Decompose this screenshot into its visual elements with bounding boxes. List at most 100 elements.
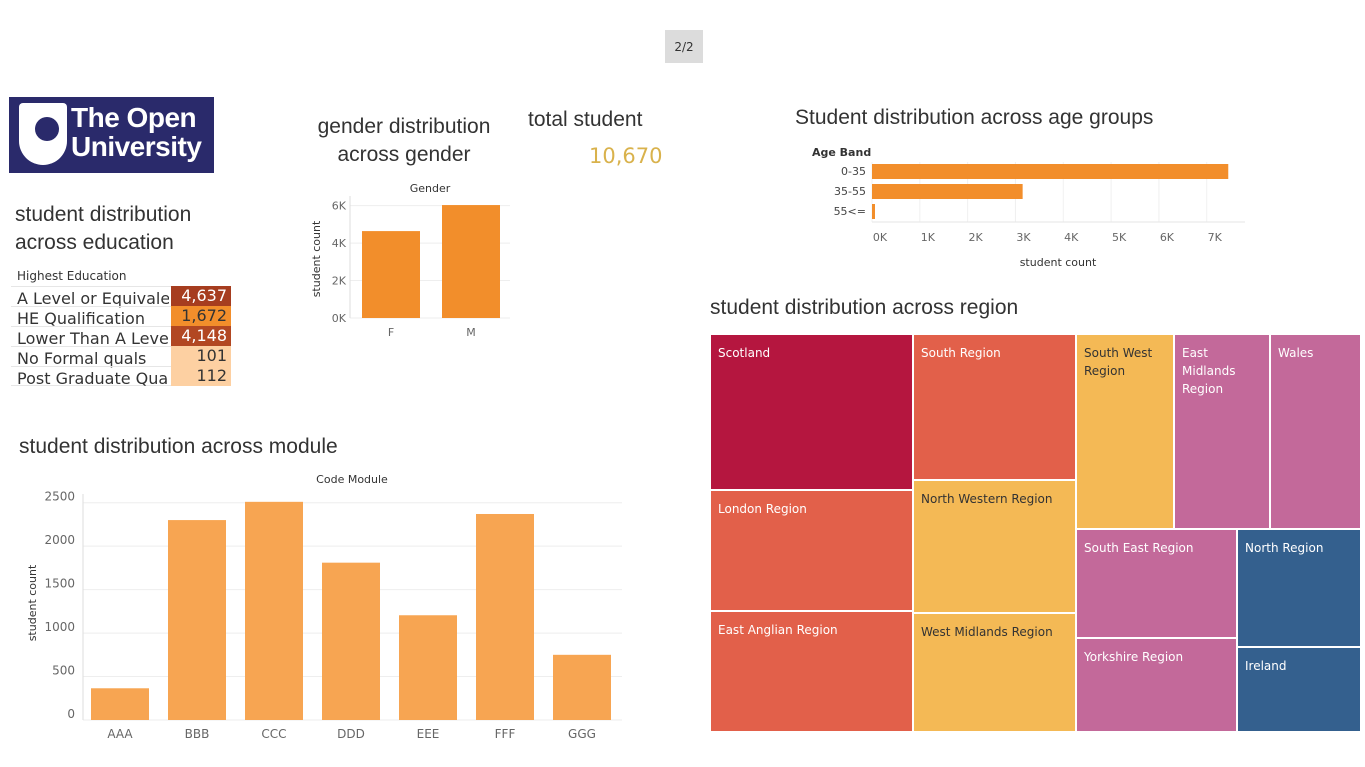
treemap-cell-label: East Anglian Region: [718, 623, 838, 637]
x-tick-label: 0K: [873, 231, 888, 244]
education-row-label: Lower Than A Level: [17, 329, 169, 348]
age-chart-title: Age Band: [812, 146, 871, 159]
y-axis-label: student count: [310, 220, 323, 297]
y-tick-label: 35-55: [834, 185, 866, 198]
module-chart-title: Code Module: [316, 473, 388, 486]
treemap-cell-label: Yorkshire Region: [1084, 650, 1184, 664]
treemap-cell-north-western-region[interactable]: North Western Region: [913, 480, 1076, 613]
logo-text: The Open University: [71, 102, 202, 162]
education-row[interactable]: A Level or Equivalent4,637: [11, 286, 231, 308]
treemap-cell-scotland[interactable]: Scotland: [710, 334, 913, 490]
region-treemap: Scotland South Region South West Region Eas…: [710, 334, 1361, 732]
treemap-cell-london-region[interactable]: London Region: [710, 490, 913, 611]
total-student-value: 10,670: [589, 144, 663, 168]
x-axis-label: student count: [1020, 256, 1097, 269]
education-row-value: 4,637: [171, 286, 231, 306]
treemap-cell-east-anglian-region[interactable]: East Anglian Region: [710, 611, 913, 732]
education-row[interactable]: Lower Than A Level 4,148: [11, 326, 231, 348]
treemap-cell-label: Ireland: [1245, 659, 1287, 673]
treemap-cell-west-midlands-region[interactable]: West Midlands Region: [913, 613, 1076, 732]
bar-AAA: [91, 688, 149, 720]
bar-GGG: [553, 654, 611, 720]
education-title: student distribution across education: [15, 203, 192, 254]
x-tick-label: GGG: [568, 727, 596, 741]
bar-55<=: [872, 204, 875, 219]
gender-title: gender distribution across gender: [317, 115, 491, 166]
y-tick-label: 0: [67, 707, 75, 721]
module-title: student distribution across module: [19, 435, 338, 458]
open-university-logo: The Open University: [9, 97, 214, 173]
treemap-cell-label: South West Region: [1084, 346, 1153, 378]
treemap-cell-label: East Midlands Region: [1182, 346, 1236, 396]
bar-0-35: [872, 164, 1229, 179]
page-indicator[interactable]: 2/2: [665, 30, 703, 63]
module-bar-chart: Code Module 0 500 1000 1500 2000 2500 student c…: [26, 473, 622, 741]
x-tick-label: 3K: [1016, 231, 1031, 244]
x-tick-label: FFF: [495, 727, 516, 741]
y-tick-label: 1500: [44, 577, 75, 591]
education-row-label: Post Graduate Qualificati..: [17, 369, 169, 388]
y-tick-label: 2K: [332, 275, 347, 288]
treemap-cell-east-midlands-region[interactable]: East Midlands Region: [1174, 334, 1270, 529]
x-tick-label: 4K: [1064, 231, 1079, 244]
total-student-label: total student: [528, 108, 643, 131]
bar-EEE: [399, 615, 457, 720]
education-row-value: 112: [171, 366, 231, 386]
y-tick-label: 1000: [44, 620, 75, 634]
education-row[interactable]: No Formal quals 101: [11, 346, 231, 368]
bar-35-55: [872, 184, 1023, 199]
x-tick-label: M: [466, 326, 476, 339]
treemap-cell-label: South East Region: [1084, 541, 1194, 555]
x-tick-label: DDD: [337, 727, 365, 741]
y-tick-label: 0-35: [841, 165, 866, 178]
treemap-cell-south-region[interactable]: South Region: [913, 334, 1076, 480]
gender-bar-chart: Gender 0K 2K 4K 6K student count F M: [310, 182, 510, 339]
treemap-cell-south-east-region[interactable]: South East Region: [1076, 529, 1237, 638]
education-row-value: 101: [171, 346, 231, 366]
education-row[interactable]: Post Graduate Qualificati..112: [11, 366, 231, 388]
x-tick-label: 7K: [1208, 231, 1223, 244]
bar-DDD: [322, 562, 380, 720]
education-row-label: No Formal quals: [17, 349, 147, 368]
y-tick-label: 4K: [332, 237, 347, 250]
education-table-header: Highest Education: [17, 269, 127, 283]
bar-M: [442, 205, 500, 318]
y-tick-label: 2500: [44, 490, 75, 504]
education-row-value: 1,672: [171, 306, 231, 326]
x-tick-label: AAA: [107, 727, 133, 741]
x-tick-label: 6K: [1160, 231, 1175, 244]
treemap-cell-label: West Midlands Region: [921, 625, 1053, 639]
treemap-cell-label: South Region: [921, 346, 1001, 360]
x-tick-label: 5K: [1112, 231, 1127, 244]
x-tick-label: CCC: [261, 727, 286, 741]
treemap-cell-ireland[interactable]: Ireland: [1237, 647, 1361, 732]
education-row-label: A Level or Equivalent: [17, 289, 169, 308]
x-tick-label: EEE: [417, 727, 440, 741]
x-tick-label: F: [388, 326, 394, 339]
y-tick-label: 2000: [44, 533, 75, 547]
x-tick-label: 1K: [921, 231, 936, 244]
treemap-cell-label: London Region: [718, 502, 807, 516]
y-tick-label: 55<=: [834, 205, 866, 218]
education-row[interactable]: HE Qualification 1,672: [11, 306, 231, 328]
age-title: Student distribution across age groups: [795, 106, 1154, 129]
bar-F: [362, 231, 420, 318]
y-tick-label: 0K: [332, 312, 347, 325]
x-tick-label: BBB: [185, 727, 210, 741]
treemap-cell-north-region[interactable]: North Region: [1237, 529, 1361, 647]
y-tick-label: 6K: [332, 200, 347, 213]
treemap-cell-south-west-region[interactable]: South West Region: [1076, 334, 1174, 529]
gender-chart-title: Gender: [410, 182, 451, 195]
age-bar-chart: Age Band 0K 1K 2K 3K 4K 5K 6K 7K student count 0-3…: [812, 146, 1245, 269]
region-title: student distribution across region: [710, 296, 1019, 319]
treemap-cell-label: Scotland: [718, 346, 771, 360]
x-tick-label: 2K: [969, 231, 984, 244]
treemap-cell-wales[interactable]: Wales: [1270, 334, 1361, 529]
y-axis-label: student count: [26, 564, 39, 641]
bar-BBB: [168, 520, 226, 720]
treemap-cell-label: Wales: [1278, 346, 1314, 360]
bar-CCC: [245, 501, 303, 720]
education-row-label: HE Qualification: [17, 309, 145, 328]
logo-shield-icon: [19, 103, 67, 165]
treemap-cell-yorkshire-region[interactable]: Yorkshire Region: [1076, 638, 1237, 732]
